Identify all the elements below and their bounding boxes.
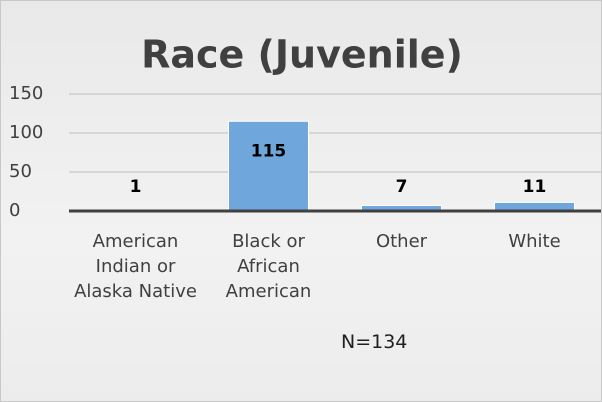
data-label: 7 xyxy=(396,177,408,197)
data-label: 115 xyxy=(251,141,287,161)
y-tick-label: 150 xyxy=(9,83,43,104)
x-tick-label: White xyxy=(508,231,561,252)
annotation: N=134 xyxy=(341,331,408,353)
x-tick-label: Other xyxy=(375,231,428,252)
data-label: 11 xyxy=(523,177,547,197)
data-label: 1 xyxy=(130,177,142,197)
chart-title: Race (Juvenile) xyxy=(141,33,463,77)
y-tick-label: 100 xyxy=(9,122,43,143)
y-tick-label: 50 xyxy=(9,161,32,182)
y-tick-label: 0 xyxy=(9,200,20,221)
x-tick-label: American Indian or Alaska Native xyxy=(74,231,197,302)
bar xyxy=(228,120,309,212)
x-tick-label: Black or African American xyxy=(225,231,312,302)
